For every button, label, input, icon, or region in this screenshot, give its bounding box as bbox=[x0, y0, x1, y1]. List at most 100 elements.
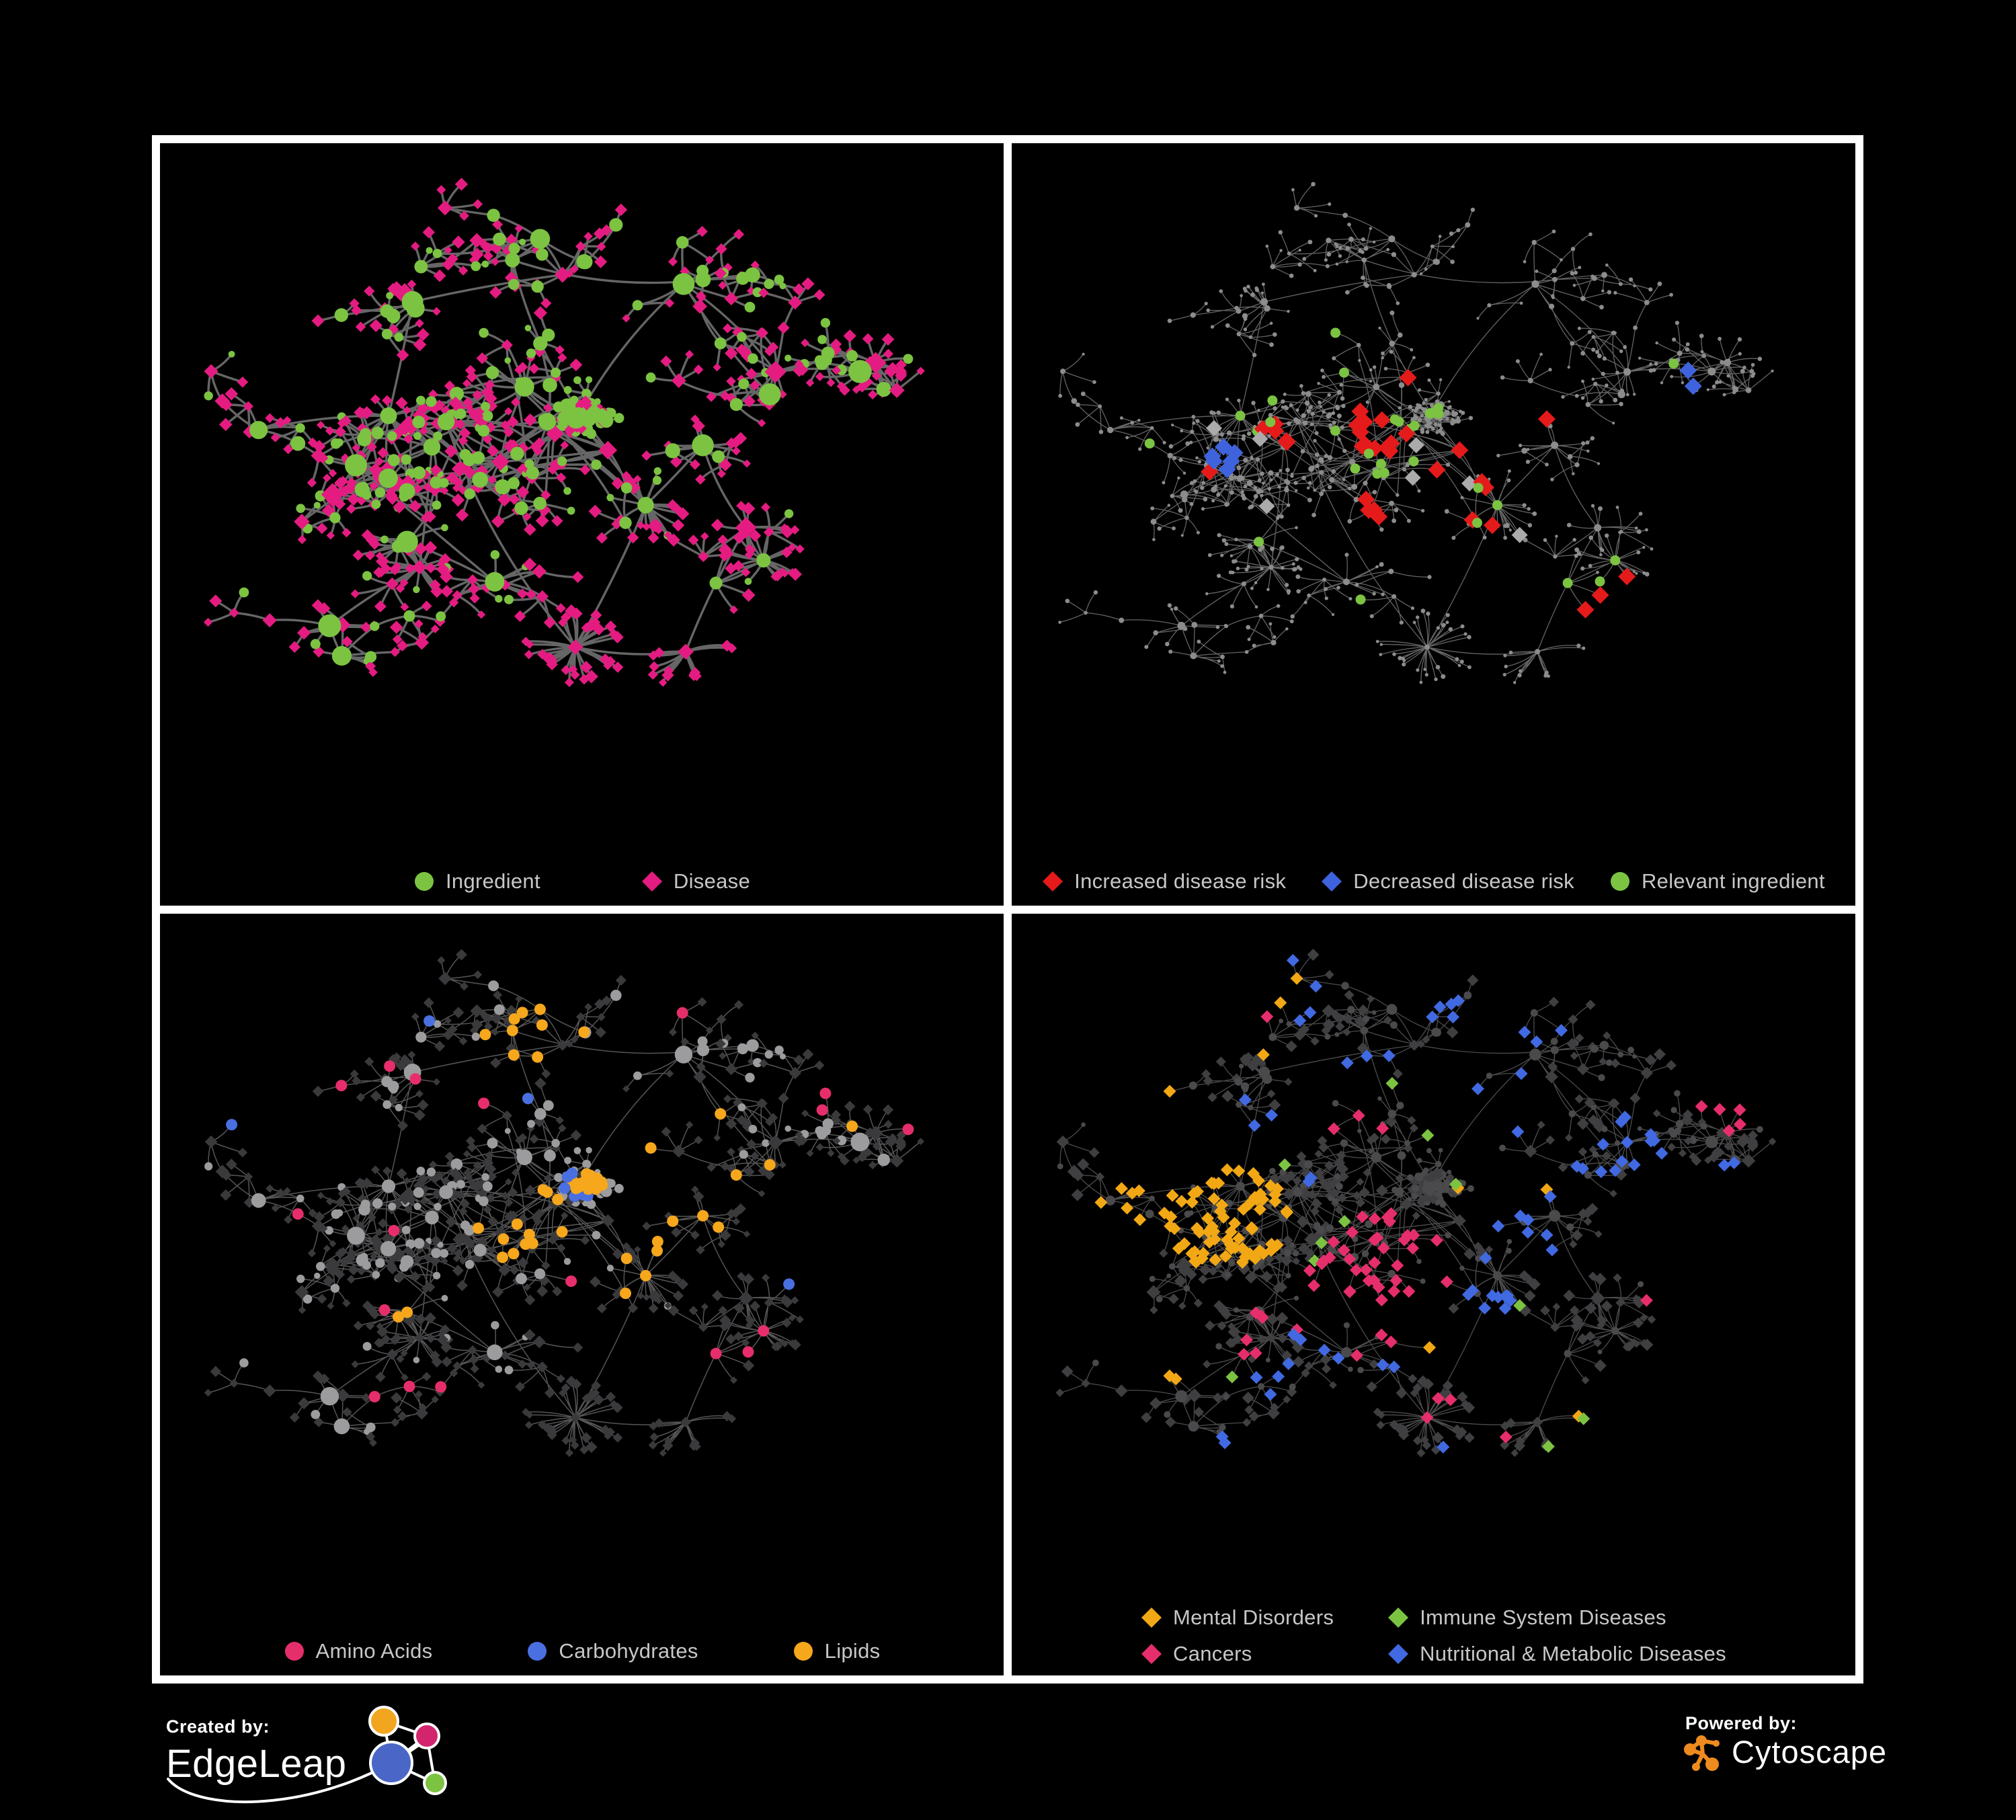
disease-node bbox=[366, 1304, 378, 1316]
disease-node bbox=[1545, 1070, 1558, 1083]
disease-node bbox=[1426, 424, 1430, 429]
disease-node bbox=[1584, 1302, 1597, 1314]
ingredient-node bbox=[1363, 481, 1368, 486]
disease-node bbox=[1180, 429, 1184, 433]
disease-node bbox=[1341, 403, 1346, 408]
ingredient-node bbox=[493, 1004, 505, 1015]
disease-node bbox=[276, 1188, 286, 1198]
mental-disorders bbox=[1164, 1219, 1177, 1232]
ingredient-node bbox=[331, 645, 352, 666]
ingredient-node bbox=[1242, 434, 1246, 438]
disease-node bbox=[1549, 1063, 1558, 1072]
disease-node bbox=[283, 444, 294, 454]
disease-node bbox=[543, 616, 556, 629]
ingredient-node bbox=[1566, 1223, 1574, 1231]
ingredient-node bbox=[524, 459, 534, 469]
amino-acids bbox=[368, 1390, 380, 1402]
nutritional-metabolic-diseases bbox=[1360, 1049, 1373, 1062]
disease-node bbox=[1563, 1289, 1576, 1302]
disease-node bbox=[324, 1257, 341, 1273]
disease-node bbox=[289, 1412, 300, 1423]
ingredient-node bbox=[412, 416, 426, 429]
ingredient-node bbox=[764, 1050, 773, 1059]
nutritional-metabolic-diseases bbox=[1515, 1066, 1528, 1080]
ingredient-node bbox=[1348, 597, 1353, 601]
ingredient-node bbox=[1285, 480, 1291, 485]
disease-node bbox=[387, 1263, 399, 1275]
ingredient-node bbox=[1165, 641, 1170, 647]
disease-node bbox=[1417, 418, 1422, 423]
ingredient-node bbox=[479, 327, 489, 338]
disease-node bbox=[733, 1302, 745, 1314]
disease-node bbox=[1570, 271, 1574, 276]
cancers bbox=[1372, 1280, 1385, 1294]
ingredient-node bbox=[1388, 235, 1396, 243]
disease-node bbox=[1430, 244, 1435, 249]
relevant-ingredient bbox=[1267, 395, 1278, 406]
disease-node bbox=[541, 1260, 551, 1270]
disease-node bbox=[219, 418, 233, 432]
ingredient-node bbox=[239, 587, 249, 598]
ingredient-node bbox=[745, 267, 760, 283]
ingredient-node bbox=[1418, 388, 1422, 392]
ingredient-node bbox=[1265, 1357, 1271, 1362]
disease-node bbox=[1267, 487, 1271, 491]
cancers bbox=[1402, 1284, 1416, 1298]
disease-node bbox=[1411, 272, 1417, 278]
disease-node bbox=[1611, 330, 1616, 335]
disease-node bbox=[827, 1149, 835, 1157]
relevant-ingredient bbox=[1492, 500, 1502, 510]
ingredient-node bbox=[1617, 1051, 1624, 1058]
amino-acids bbox=[384, 1060, 396, 1072]
disease-node bbox=[294, 514, 310, 530]
disease-node bbox=[1282, 1234, 1293, 1246]
ingredient-node bbox=[1411, 1184, 1419, 1192]
nutritional-metabolic-diseases bbox=[1294, 1333, 1307, 1346]
disease-node bbox=[1119, 416, 1123, 420]
disease-node bbox=[436, 185, 446, 195]
ingredient-node bbox=[1236, 1101, 1242, 1108]
disease-node bbox=[463, 1168, 473, 1177]
disease-node bbox=[335, 1248, 346, 1259]
disease-node bbox=[510, 397, 521, 407]
ingredient-node bbox=[1487, 303, 1492, 308]
disease-node bbox=[1363, 1168, 1372, 1177]
ingredient-node bbox=[1435, 1160, 1441, 1166]
disease-node bbox=[1237, 398, 1241, 403]
ingredient-node bbox=[817, 335, 827, 344]
disease-node bbox=[421, 1185, 430, 1193]
disease-node bbox=[727, 1414, 737, 1423]
mental-disorders bbox=[1212, 1176, 1225, 1189]
disease-node bbox=[1241, 581, 1246, 586]
ingredient-node bbox=[1394, 1187, 1404, 1197]
disease-node bbox=[298, 1396, 311, 1409]
decreased-disease-risk bbox=[1684, 377, 1702, 395]
nutritional-metabolic-diseases bbox=[1264, 1387, 1277, 1400]
lipids bbox=[846, 1120, 858, 1132]
ingredient-node bbox=[1425, 430, 1430, 434]
disease-node bbox=[570, 1035, 578, 1043]
disease-node bbox=[514, 610, 526, 623]
disease-node bbox=[1596, 570, 1599, 574]
nutritional-metabolic-diseases bbox=[1446, 1010, 1459, 1023]
disease-node bbox=[660, 355, 672, 367]
disease-node bbox=[680, 266, 690, 276]
disease-node bbox=[1375, 639, 1379, 643]
cancers bbox=[1391, 1259, 1404, 1272]
disease-node bbox=[596, 1303, 607, 1313]
disease-node bbox=[1336, 586, 1340, 590]
disease-node bbox=[1551, 296, 1555, 300]
ingredient-node bbox=[1404, 1140, 1411, 1146]
ingredient-node bbox=[345, 454, 367, 477]
disease-node bbox=[1383, 366, 1388, 371]
disease-node bbox=[1551, 229, 1556, 234]
disease-node bbox=[351, 1359, 360, 1368]
disease-node bbox=[1347, 486, 1352, 491]
ingredient-node bbox=[1435, 430, 1439, 434]
amino-acids bbox=[758, 1324, 770, 1337]
disease-node bbox=[1230, 1326, 1241, 1337]
cancers bbox=[1327, 1235, 1340, 1249]
disease-node bbox=[1584, 1217, 1592, 1226]
disease-node bbox=[1172, 526, 1176, 530]
disease-node bbox=[596, 532, 608, 544]
